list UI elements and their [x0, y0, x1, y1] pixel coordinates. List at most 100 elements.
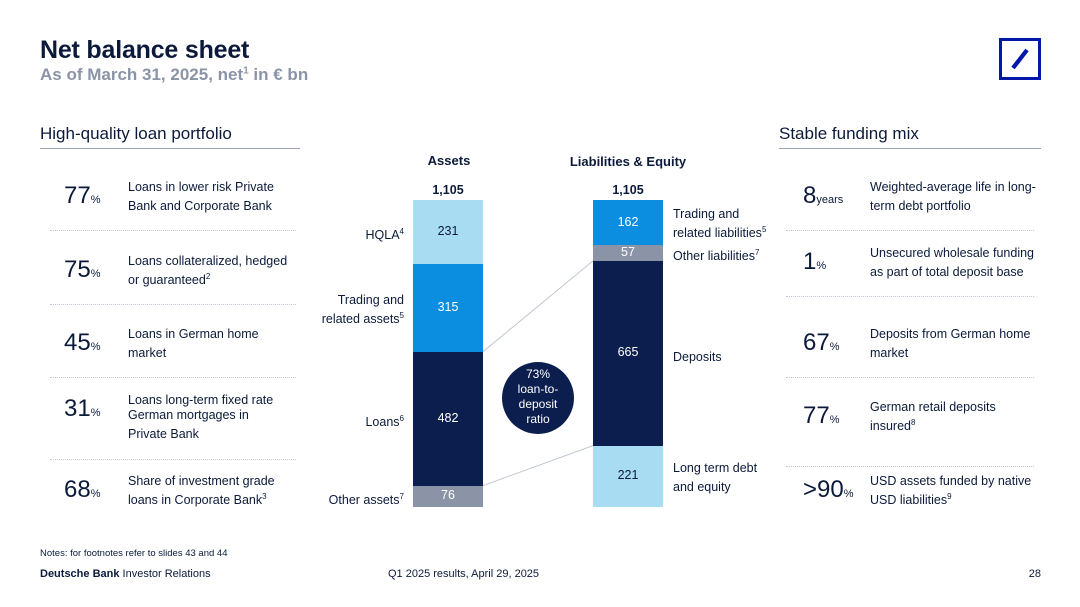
- row-separator: [786, 230, 1034, 231]
- kpi-number: 77: [64, 182, 91, 209]
- kpi-value: 1%: [803, 248, 826, 276]
- kpi-description-text: Deposits from German home market: [870, 327, 1031, 361]
- kpi-value: 77%: [64, 182, 100, 210]
- segment-value-label: 221: [617, 468, 639, 483]
- kpi-value: 67%: [803, 329, 839, 357]
- segment-category-label: Other liabilities7: [673, 245, 773, 264]
- kpi-number: 77: [803, 402, 830, 429]
- kpi-description-text: German retail deposits insured: [870, 400, 996, 434]
- footnote-marker: 8: [911, 418, 916, 427]
- segment-label-text: Deposits: [673, 350, 722, 365]
- kpi-unit: years: [816, 194, 844, 206]
- segment-value-label: 76: [441, 488, 455, 503]
- kpi-value: 8years: [803, 182, 843, 210]
- footnote-marker: 9: [947, 492, 952, 501]
- row-separator: [786, 466, 1034, 467]
- footnotes-reference: Notes: for footnotes refer to slides 43 …: [40, 548, 228, 559]
- segment-label-text: Trading and related liabilities: [673, 207, 762, 241]
- kpi-number: >90: [803, 476, 844, 503]
- segment-label-text: Other assets: [328, 493, 400, 508]
- kpi-description-text: Share of investment grade loans in Corpo…: [128, 474, 275, 508]
- kpi-number: 67: [803, 329, 830, 356]
- kpi-description-text: Unsecured wholesale funding as part of t…: [870, 246, 1034, 280]
- segment-category-label: Trading and related assets5: [309, 293, 404, 327]
- bar-segment: [413, 200, 483, 265]
- kpi-value: 45%: [64, 329, 100, 357]
- page-title: Net balance sheet: [40, 36, 250, 64]
- kpi-description: Loans in German home market: [128, 327, 288, 361]
- logo-slash-icon: [1011, 48, 1029, 70]
- segment-value-label: 231: [437, 224, 459, 239]
- bar-segment: [593, 200, 663, 245]
- kpi-unit: %: [90, 407, 101, 419]
- footnote-marker: 3: [262, 492, 267, 501]
- ratio-value: 73%: [525, 367, 551, 381]
- footer-event: Q1 2025 results, April 29, 2025: [388, 568, 540, 580]
- kpi-number: 75: [64, 256, 91, 283]
- segment-category-label: Trading and related liabilities5: [673, 207, 773, 241]
- kpi-description-text: Loans in lower risk Private Bank and Cor…: [128, 180, 274, 214]
- bar-segment: [413, 485, 483, 507]
- footnote-marker: 4: [399, 227, 404, 236]
- kpi-description: Share of investment grade loans in Corpo…: [128, 474, 288, 508]
- kpi-number: 1: [803, 248, 817, 275]
- row-separator: [786, 296, 1034, 297]
- bar-segment: [413, 351, 483, 486]
- segment-label-text: Loans: [365, 415, 400, 430]
- kpi-description-text: Weighted-average life in long-term debt …: [870, 180, 1036, 214]
- segment-label-text: Trading and related assets: [321, 293, 404, 327]
- page-subtitle: As of March 31, 2025, net1 in € bn: [40, 65, 309, 84]
- row-separator: [786, 377, 1034, 378]
- kpi-description-text: Loans collateralized, hedged or guarante…: [128, 254, 288, 288]
- kpi-description: Loans collateralized, hedged or guarante…: [128, 254, 288, 288]
- connector-line-bottom: [482, 445, 594, 487]
- kpi-description: Loans long-term fixed rate German mortga…: [128, 393, 288, 442]
- kpi-unit: %: [816, 260, 827, 272]
- segment-value-label: 162: [617, 214, 639, 229]
- kpi-unit: %: [829, 414, 840, 426]
- kpi-unit: %: [829, 341, 840, 353]
- kpi-description: USD assets funded by native USD liabilit…: [870, 474, 1040, 508]
- connector-line-top: [482, 260, 594, 353]
- footnote-marker: 6: [399, 414, 404, 423]
- segment-value-label: 482: [437, 410, 459, 425]
- footnote-marker: 7: [399, 492, 404, 501]
- kpi-description-text: USD assets funded by native USD liabilit…: [870, 474, 1032, 508]
- assets-column-heading: Assets: [427, 153, 471, 168]
- row-separator: [50, 230, 296, 231]
- row-separator: [50, 459, 296, 460]
- liabilities-column-heading: Liabilities & Equity: [569, 154, 687, 169]
- kpi-unit: %: [90, 488, 101, 500]
- bar-segment: [593, 445, 663, 507]
- kpi-number: 8: [803, 182, 817, 209]
- assets-total: 1,105: [432, 183, 464, 197]
- kpi-unit: %: [843, 488, 854, 500]
- kpi-value: 75%: [64, 256, 100, 284]
- segment-label-text: HQLA: [365, 228, 400, 243]
- bar-segment: [593, 260, 663, 446]
- segment-category-label: Loans6: [309, 411, 404, 430]
- segment-label-text: Long term debt and equity: [673, 461, 758, 495]
- kpi-unit: %: [90, 341, 101, 353]
- left-section-heading: High-quality loan portfolio: [40, 124, 300, 149]
- kpi-number: 68: [64, 476, 91, 503]
- footnote-marker: 7: [754, 248, 760, 257]
- segment-value-label: 57: [621, 244, 635, 259]
- segment-label-text: Other liabilities: [673, 249, 755, 264]
- footer-brand: Deutsche Bank Investor Relations: [40, 568, 211, 580]
- segment-category-label: Deposits: [673, 346, 773, 365]
- kpi-description: Weighted-average life in long-term debt …: [870, 180, 1040, 214]
- kpi-value: 31%: [64, 395, 100, 423]
- kpi-description: Unsecured wholesale funding as part of t…: [870, 246, 1040, 280]
- kpi-description: German retail deposits insured8: [870, 400, 1040, 434]
- segment-category-label: Other assets7: [309, 489, 404, 508]
- kpi-description-text: Loans long-term fixed rate German mortga…: [128, 393, 274, 442]
- bar-segment: [413, 264, 483, 352]
- footnote-marker: 5: [761, 225, 767, 234]
- bar-segment: [593, 245, 663, 261]
- row-separator: [50, 304, 296, 305]
- deutsche-bank-logo: [999, 38, 1041, 80]
- footnote-marker: 5: [399, 311, 404, 320]
- row-separator: [50, 377, 296, 378]
